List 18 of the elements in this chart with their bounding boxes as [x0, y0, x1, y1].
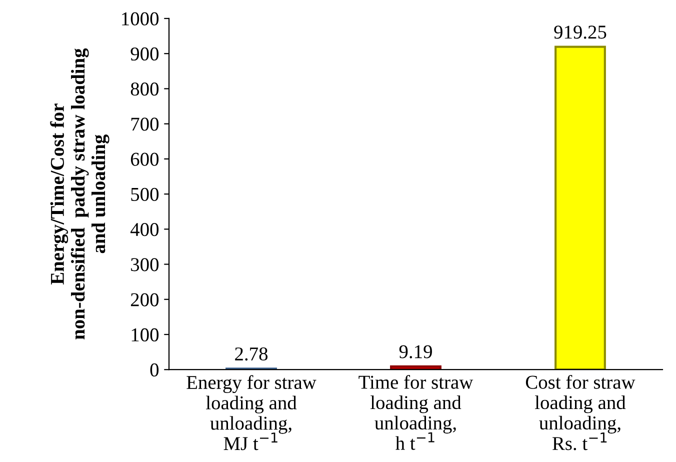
y-tick-label: 1000: [122, 12, 159, 26]
y-tick-label: 500: [131, 188, 159, 201]
y-tick-label: 300: [131, 258, 159, 272]
y-tick-label: 900: [130, 47, 159, 61]
y-tick-label: 200: [130, 293, 159, 306]
data-label: 919.25: [554, 26, 606, 39]
y-tick-label: 800: [130, 82, 159, 96]
x-tick-label: Cost for straw loading and unloading, Rs. t$^{−1}$: [526, 374, 636, 450]
y-axis-title: Energy/Time/Cost for non-densified paddy straw loading and unloading: [50, 48, 110, 340]
y-tick-label: 100: [132, 328, 159, 342]
y-tick-label: 400: [130, 222, 159, 236]
y-tick-label: 0: [150, 363, 159, 377]
data-label: 9.19: [399, 345, 432, 358]
data-label: 2.78: [235, 347, 268, 361]
y-tick-label: 700: [131, 118, 159, 131]
x-tick-label: Energy for straw loading and unloading, MJ t$^{−1}$: [186, 375, 316, 450]
y-tick-label: 600: [130, 152, 159, 166]
x-tick-label: Time for straw loading and unloading, h t$^{−1}$: [358, 374, 474, 450]
